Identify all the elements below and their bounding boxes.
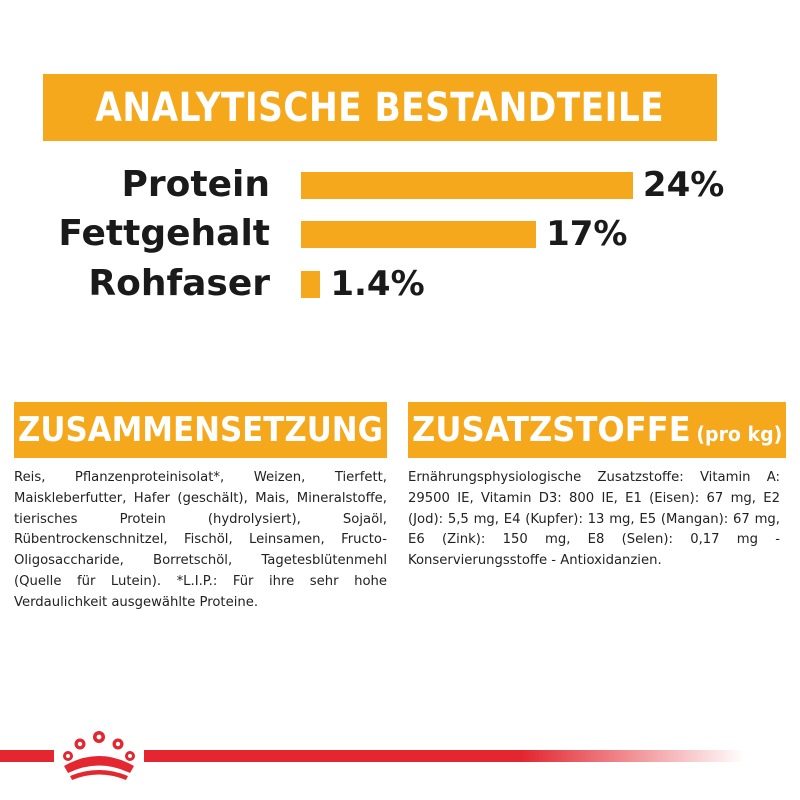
composition-header: ZUSAMMENSETZUNG [14, 402, 387, 458]
analysis-row-protein: Protein 24% [0, 160, 800, 210]
analysis-row-fettgehalt: Fettgehalt 17% [0, 209, 800, 259]
additives-title-suffix: (pro kg) [696, 422, 783, 446]
additives-title: ZUSATZSTOFFE [412, 410, 691, 450]
additives-text: Ernährungsphysiologische Zusatzstoffe: V… [408, 470, 780, 569]
analysis-bar [301, 172, 633, 199]
analysis-label: Fettgehalt [58, 213, 270, 254]
composition-title: ZUSAMMENSETZUNG [18, 410, 383, 450]
analysis-label: Rohfaser [88, 263, 270, 304]
footer-line [0, 750, 745, 762]
composition-text: Reis, Pflanzenproteinisolat*, Weizen, Ti… [14, 470, 387, 610]
analysis-bar [301, 221, 537, 248]
analysis-row-rohfaser: Rohfaser 1.4% [0, 259, 800, 309]
analysis-value: 24% [642, 165, 725, 205]
header-banner: ANALYTISCHE BESTANDTEILE [43, 74, 717, 141]
additives-header: ZUSATZSTOFFE (pro kg) [408, 402, 786, 458]
analysis-label: Protein [121, 164, 270, 205]
analysis-value: 17% [546, 214, 628, 254]
crown-icon [54, 726, 144, 782]
analysis-bar [301, 271, 321, 298]
analysis-value: 1.4% [330, 264, 425, 304]
header-title: ANALYTISCHE BESTANDTEILE [95, 84, 665, 131]
